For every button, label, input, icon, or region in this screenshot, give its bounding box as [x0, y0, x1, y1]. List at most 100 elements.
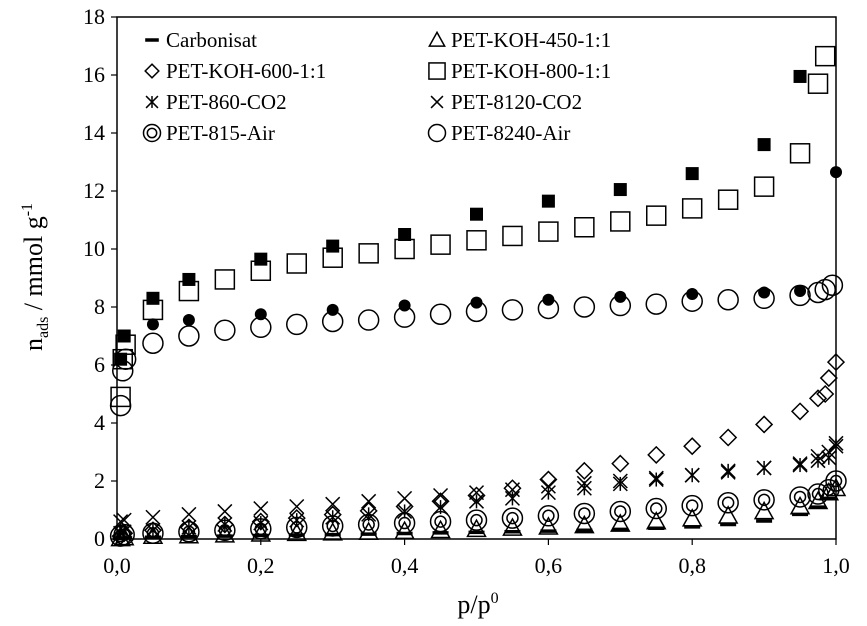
- legend-marker: [430, 95, 444, 109]
- data-point: [614, 290, 627, 303]
- legend-marker: [142, 123, 162, 143]
- data-point: [540, 478, 556, 494]
- data-point: [289, 498, 305, 515]
- y-tick-label: 14: [83, 120, 105, 145]
- data-point: [254, 252, 268, 266]
- x-axis-title: p/p0: [457, 590, 498, 619]
- x-tick-label: 0,2: [247, 553, 275, 578]
- axis-titles: p/p0 nads / mmol g-1: [19, 203, 499, 619]
- data-point: [142, 332, 164, 354]
- legend-entry: PET-815-Air: [142, 121, 275, 145]
- data-point: [814, 45, 836, 67]
- data-point: [757, 138, 771, 152]
- data-point: [810, 448, 826, 464]
- data-point: [790, 402, 810, 421]
- data-point: [181, 506, 197, 522]
- data-point: [501, 507, 524, 529]
- legend-entry: PET-8240-Air: [427, 121, 570, 145]
- data-point: [253, 501, 269, 517]
- data-point: [430, 234, 451, 255]
- data-point: [645, 497, 667, 520]
- data-point: [816, 384, 835, 404]
- data-point: [613, 183, 627, 197]
- x-tick-label: 0,0: [103, 553, 131, 578]
- data-point: [807, 483, 829, 505]
- data-point: [821, 274, 844, 296]
- y-tick-label: 12: [83, 178, 105, 203]
- y-axis-title-sup: -1: [19, 203, 36, 216]
- data-point: [433, 487, 449, 504]
- data-point: [681, 508, 703, 527]
- data-point: [393, 512, 416, 534]
- data-point: [717, 492, 739, 514]
- legend-entry: PET-KOH-800-1:1: [428, 59, 611, 83]
- legend-label: PET-KOH-600-1:1: [166, 59, 326, 83]
- legend-label: PET-8120-CO2: [451, 90, 582, 114]
- legend-label: Carbonisat: [166, 28, 257, 52]
- data-point: [684, 467, 700, 483]
- data-point: [326, 303, 339, 316]
- data-point: [648, 472, 664, 488]
- data-point: [113, 514, 129, 530]
- y-axis-title-sub: ads: [35, 317, 52, 338]
- data-point: [286, 313, 308, 336]
- tick-labels: 0 2 4 6 8 10 12 14 16 18 0,0 0,2 0,4 0,6 0,8 1,0: [83, 4, 850, 578]
- data-point: [178, 521, 200, 543]
- x-tick-label: 0,6: [535, 553, 563, 578]
- data-point: [504, 482, 520, 498]
- plot-frame: [116, 16, 837, 540]
- data-point: [755, 415, 774, 434]
- data-point: [612, 473, 628, 489]
- data-point: [398, 299, 411, 312]
- data-point: [110, 386, 131, 408]
- data-point: [542, 293, 555, 306]
- legend-label: PET-860-CO2: [166, 90, 287, 114]
- x-axis-title-main: p/p: [457, 590, 490, 619]
- legend-label: PET-815-Air: [166, 121, 275, 145]
- data-point: [397, 503, 413, 519]
- data-point: [286, 522, 308, 542]
- series-pet-815-air: [109, 470, 847, 547]
- data-point: [541, 194, 555, 208]
- legend-marker: [428, 30, 446, 47]
- data-points: [109, 45, 847, 547]
- data-point: [753, 176, 775, 197]
- data-point: [573, 296, 596, 318]
- data-point: [648, 470, 664, 486]
- data-point: [808, 389, 828, 408]
- data-point: [117, 329, 131, 343]
- data-point: [179, 518, 198, 537]
- data-point: [250, 518, 272, 540]
- data-point: [470, 207, 483, 221]
- series-unlabeled-8: [114, 69, 807, 366]
- data-point: [397, 490, 413, 506]
- data-point: [753, 500, 775, 520]
- data-point: [538, 221, 559, 242]
- data-point: [358, 243, 379, 264]
- data-point: [792, 456, 808, 472]
- data-point: [182, 314, 195, 327]
- data-point: [756, 460, 772, 476]
- legend-entry: PET-860-CO2: [145, 90, 287, 114]
- data-point: [818, 478, 840, 501]
- data-point: [430, 519, 451, 539]
- data-point: [468, 485, 485, 501]
- x-tick-label: 0,8: [678, 553, 706, 578]
- data-point: [361, 493, 377, 509]
- data-point: [789, 143, 811, 164]
- data-point: [685, 167, 699, 181]
- data-point: [647, 445, 666, 464]
- data-point: [717, 189, 739, 210]
- data-point: [465, 509, 488, 531]
- legend-marker: [145, 95, 159, 109]
- data-point: [825, 470, 847, 492]
- data-point: [502, 225, 523, 247]
- y-tick-label: 10: [83, 236, 105, 261]
- data-point: [645, 293, 667, 315]
- data-point: [681, 198, 703, 219]
- data-point: [540, 485, 556, 501]
- y-axis-title-main: n: [19, 338, 48, 351]
- data-point: [681, 494, 703, 517]
- data-point: [217, 503, 233, 519]
